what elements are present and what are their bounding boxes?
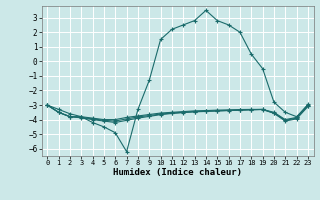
X-axis label: Humidex (Indice chaleur): Humidex (Indice chaleur) [113, 168, 242, 177]
